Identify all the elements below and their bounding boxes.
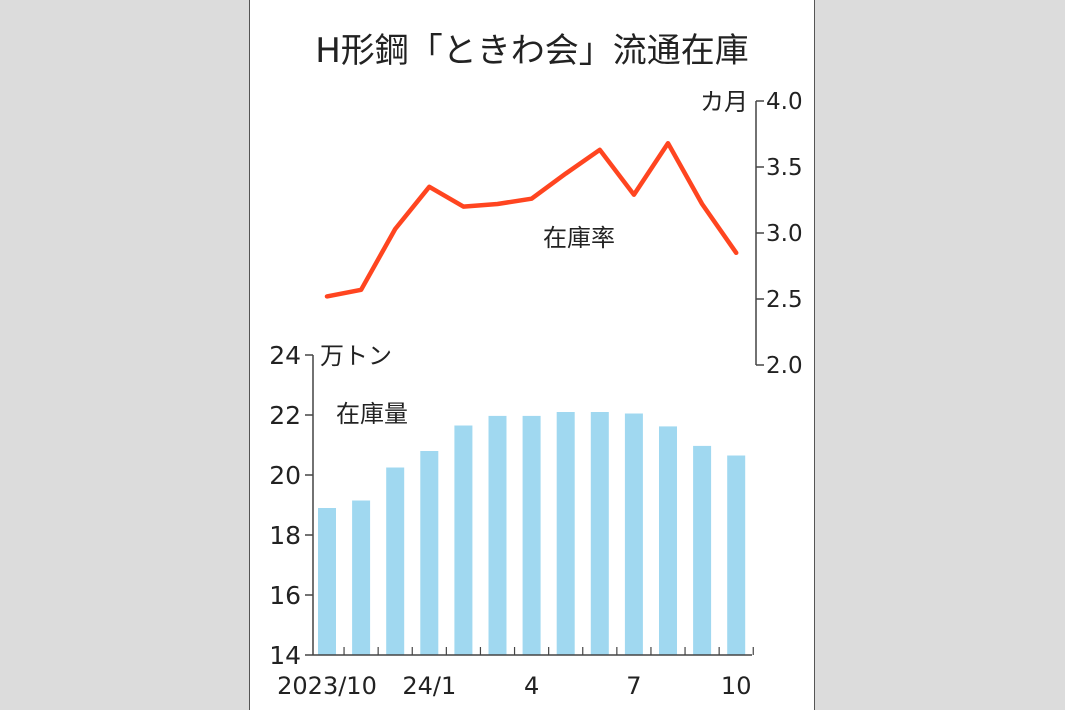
bar-series: [318, 412, 746, 655]
line-series-label: 在庫率: [543, 224, 615, 252]
x-tick-label: 24/1: [402, 672, 456, 700]
line-y-tick-label: 3.5: [766, 155, 803, 181]
bar: [488, 415, 507, 655]
bar: [624, 413, 643, 655]
line-series-path: [324, 140, 739, 299]
bar: [318, 508, 336, 655]
bar-series-label: 在庫量: [336, 400, 408, 428]
bar-y-tick-label: 16: [269, 581, 301, 610]
line-y-tick-label: 2.5: [766, 287, 803, 313]
bar-y-tick-label: 22: [269, 401, 301, 430]
x-tick-label: 2023/10: [277, 672, 377, 700]
line-y-tick-label: 4.0: [766, 89, 803, 115]
bar-y-tick-label: 24: [269, 341, 301, 370]
line-y-axis: 2.0 2.5 3.0 3.5 4.0: [755, 89, 803, 379]
bar: [454, 425, 473, 655]
bar-y-unit: 万トン: [320, 342, 392, 370]
bar-y-tick-label: 14: [269, 641, 301, 670]
bar: [386, 467, 405, 655]
bar: [556, 412, 575, 655]
bar: [590, 412, 609, 655]
bar: [420, 451, 439, 655]
bar: [659, 426, 677, 655]
bar: [352, 500, 371, 655]
bar-y-tick-label: 20: [269, 461, 301, 490]
line-y-unit: カ月: [700, 88, 748, 116]
bar-y-axis: 14 16 18 20 22 24: [269, 341, 314, 670]
bar: [522, 415, 541, 655]
x-tick-label: 4: [524, 672, 539, 700]
x-tick-label: 7: [626, 672, 641, 700]
bar-y-tick-label: 18: [269, 521, 301, 550]
x-axis: 2023/10 24/1 4 7 10: [277, 647, 754, 700]
bar: [693, 445, 712, 655]
chart-title: H形鋼「ときわ会」流通在庫: [315, 31, 749, 71]
line-series: [324, 140, 739, 299]
line-y-tick-label: 2.0: [766, 353, 803, 379]
line-y-tick-label: 3.0: [766, 221, 803, 247]
bar: [727, 455, 746, 655]
x-tick-label: 10: [721, 672, 752, 700]
